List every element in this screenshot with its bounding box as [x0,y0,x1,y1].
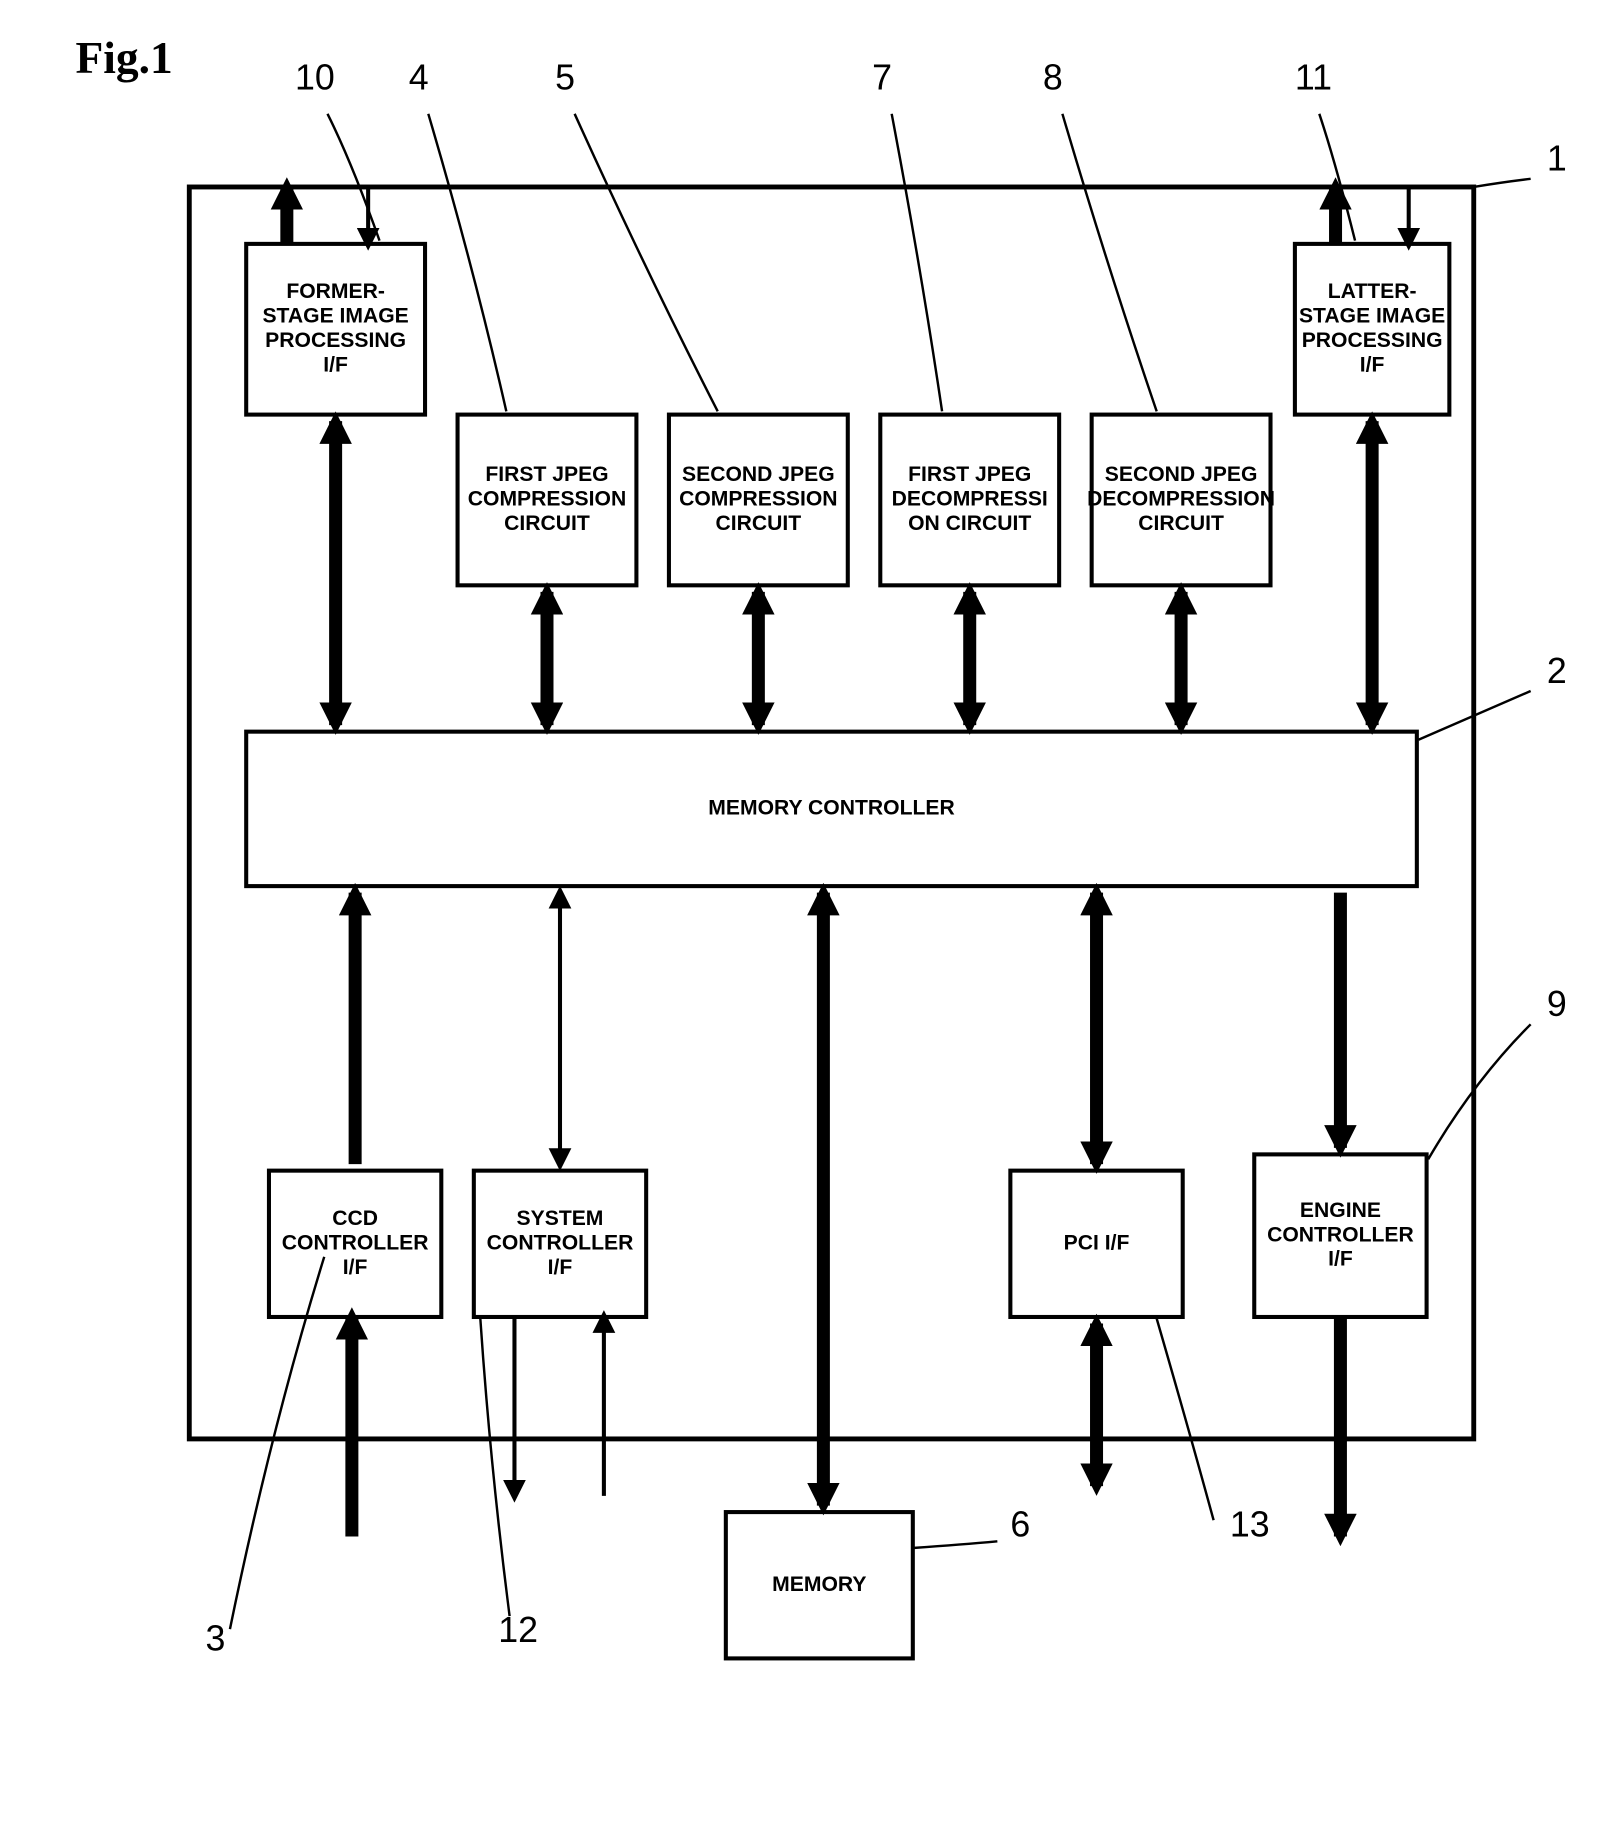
leader-6 [914,1541,997,1548]
ccd-controller-if-label: I/F [343,1256,368,1279]
first-jpeg-decomp-label: DECOMPRESSI [892,488,1048,511]
ccd-controller-if-label: CCD [332,1207,378,1230]
engine-controller-if-label: CONTROLLER [1267,1223,1414,1246]
ref-num-9: 9 [1547,984,1567,1024]
leader-10 [327,114,379,241]
second-jpeg-decomp-label: DECOMPRESSION [1087,488,1275,511]
second-jpeg-comp-label: COMPRESSION [679,488,837,511]
ref-num-13: 13 [1230,1504,1270,1544]
latter-stage-ip-if-label: PROCESSING [1302,329,1443,352]
former-stage-ip-if-label: PROCESSING [265,329,406,352]
former-stage-ip-if-label: FORMER- [286,280,385,303]
first-jpeg-comp-label: CIRCUIT [504,512,590,535]
leader-4 [428,114,506,412]
second-jpeg-comp-label: CIRCUIT [716,512,802,535]
first-jpeg-comp-label: COMPRESSION [468,488,626,511]
latter-stage-ip-if-label: LATTER- [1328,280,1417,303]
second-jpeg-decomp-label: SECOND JPEG [1105,463,1258,486]
leader-12 [480,1319,509,1617]
first-jpeg-decomp-label: ON CIRCUIT [908,512,1031,535]
memory-label: MEMORY [772,1573,866,1596]
latter-stage-ip-if-label: I/F [1360,353,1385,376]
leader-8 [1062,114,1156,412]
second-jpeg-decomp-label: CIRCUIT [1138,512,1224,535]
engine-controller-if-label: I/F [1328,1248,1353,1271]
ref-num-10: 10 [295,57,335,97]
former-stage-ip-if-label: STAGE IMAGE [262,305,408,328]
latter-stage-ip-if-label: STAGE IMAGE [1299,305,1445,328]
engine-controller-if-label: ENGINE [1300,1199,1381,1222]
leader-1 [1474,179,1531,187]
ref-num-7: 7 [872,57,892,97]
former-stage-ip-if-label: I/F [323,353,348,376]
pci-if-label: PCI I/F [1064,1231,1130,1254]
system-controller-if-label: I/F [548,1256,573,1279]
system-controller-if-label: CONTROLLER [487,1231,634,1254]
memory-controller-label: MEMORY CONTROLLER [708,796,954,819]
leader-5 [575,114,718,412]
ref-num-6: 6 [1010,1504,1030,1544]
leader-9 [1428,1024,1530,1159]
ccd-controller-if-label: CONTROLLER [282,1231,429,1254]
second-jpeg-comp-label: SECOND JPEG [682,463,835,486]
ref-num-1: 1 [1547,139,1567,179]
ref-num-8: 8 [1043,57,1063,97]
ref-num-11: 11 [1295,57,1332,97]
figure-label: Fig.1 [75,32,172,83]
system-controller-if-label: SYSTEM [517,1207,604,1230]
leader-7 [892,114,942,412]
leader-13 [1157,1319,1214,1521]
first-jpeg-comp-label: FIRST JPEG [485,463,608,486]
ref-num-12: 12 [498,1610,538,1650]
ref-num-4: 4 [409,57,429,97]
ref-num-2: 2 [1547,651,1567,691]
ref-num-3: 3 [206,1618,226,1658]
ref-num-5: 5 [555,57,575,97]
first-jpeg-decomp-label: FIRST JPEG [908,463,1031,486]
